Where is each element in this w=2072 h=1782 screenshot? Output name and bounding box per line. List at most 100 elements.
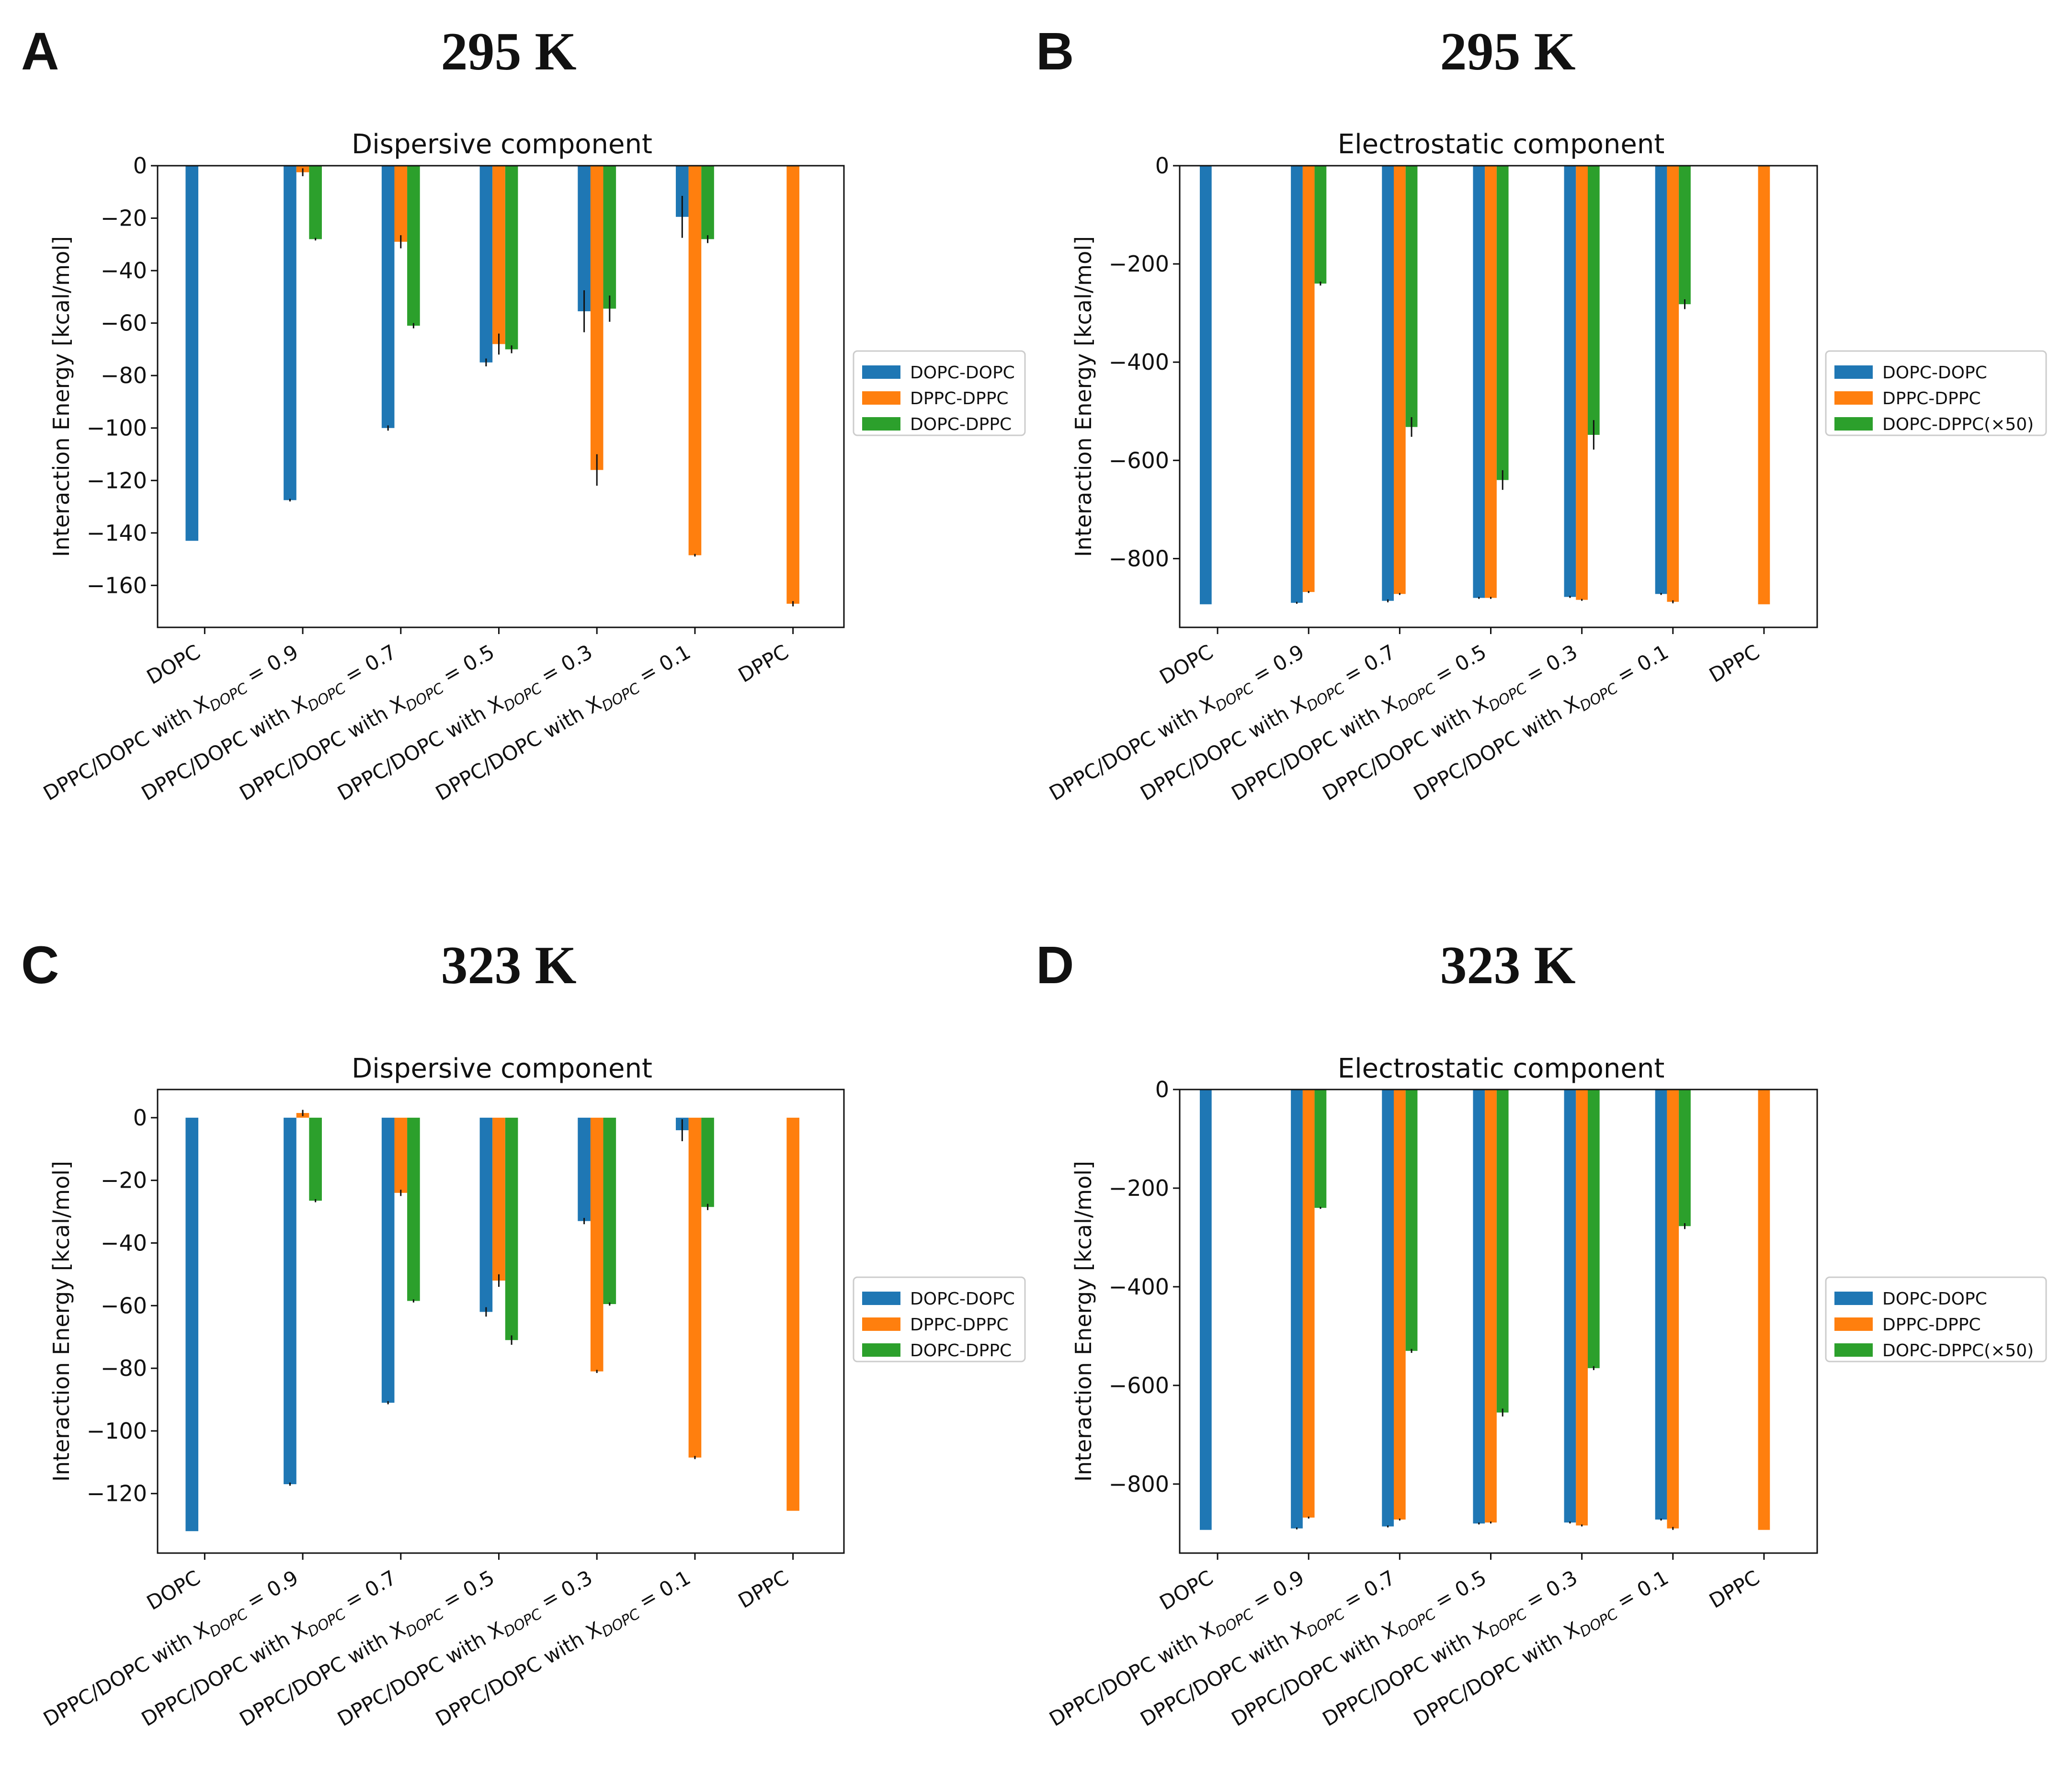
panel-a-xtick-eq: = 0.1: [629, 640, 694, 691]
panel-a-legend-label: DPPC-DPPC: [910, 389, 1009, 409]
panel-c-bar-dopc-dppc-2: [407, 1117, 420, 1301]
panel-c-bar-dppc-dppc-3: [492, 1117, 505, 1281]
panel-b-bar-dopc-dopc-0: [1199, 166, 1212, 604]
panel-c-ytick-label: −40: [101, 1230, 147, 1256]
panel-c-xtick-label: DOPC: [143, 1566, 204, 1614]
panel-a-bar-dopc-dppc-5: [701, 166, 714, 239]
panel-c-ytick-label: −100: [87, 1418, 147, 1444]
panel-c-xtick-sub: DOPC: [599, 1606, 643, 1641]
panel-c-bar-dopc-dppc-4: [603, 1117, 616, 1305]
panel-d-bar-dopc-dopc-0: [1199, 1090, 1212, 1530]
panel-d-ytick-label: −400: [1109, 1274, 1169, 1300]
panel-a: A 295 K Dispersive component 0 −20 −40 −60 −80 −…: [21, 22, 1026, 805]
panel-a-xtick-main: DOPC: [143, 640, 204, 689]
panel-d-bar-dppc-dppc-2: [1393, 1090, 1406, 1520]
panel-a-bar-dopc-dppc-1: [309, 166, 322, 239]
panel-c-legend-label: DOPC-DPPC: [910, 1341, 1012, 1361]
panel-d-xtick-sub: DOPC: [1395, 1606, 1439, 1641]
panel-c-xtick-eq: = 0.1: [629, 1566, 694, 1617]
panel-b-bar-dopc-dopc-3: [1473, 166, 1485, 598]
panel-d-xtick-main: DOPC: [1156, 1566, 1217, 1614]
panel-d-ytick-label: −600: [1109, 1373, 1169, 1398]
panel-d-xtick-eq: = 0.3: [1516, 1566, 1582, 1617]
panel-b-chart-title: Electrostatic component: [1338, 129, 1665, 160]
panel-d-ytick-label: −200: [1109, 1175, 1169, 1201]
panel-b-xtick-main: DPPC: [1705, 640, 1764, 687]
panel-c: C 323 K Dispersive component 0 −20 −40 −60 −80 −…: [21, 936, 1026, 1731]
panel-d-bar-dopc-dopc-2: [1382, 1090, 1394, 1527]
panel-d-plot-frame: [1179, 1089, 1818, 1554]
panel-b-plot-frame: [1179, 165, 1818, 628]
panel-c-bar-dppc-dppc-6: [786, 1117, 799, 1511]
panel-a-bar-dppc-dppc-6: [786, 166, 799, 604]
panel-a-bar-dppc-dppc-4: [590, 166, 603, 470]
panel-b-legend-swatch: [1834, 365, 1873, 379]
panel-c-xtick-main: DPPC/DOPC with X: [39, 1617, 213, 1731]
panel-d-ytick-label: −800: [1109, 1471, 1169, 1497]
panel-d-legend-label: DPPC-DPPC: [1882, 1315, 1981, 1335]
panel-d-ytick-label: 0: [1155, 1077, 1169, 1102]
panel-b-bar-dopc-dopc-2: [1382, 166, 1394, 601]
panel-d-bar-dopc-dopc-4: [1564, 1090, 1576, 1523]
panel-b-ylabel: Interaction Energy [kcal/mol]: [1070, 236, 1096, 557]
panel-a-legend-label: DOPC-DPPC: [910, 415, 1012, 434]
panel-c-temperature: 323 K: [441, 936, 576, 995]
panel-d-bar-dopc-dopc-3: [1473, 1090, 1485, 1524]
panel-a-bar-dopc-dppc-2: [407, 166, 420, 326]
panel-d-bar-dppc-dppc-5: [1667, 1090, 1679, 1529]
panel-a-ytick-label: −40: [101, 258, 147, 284]
panel-d-legend-swatch: [1834, 1317, 1873, 1331]
panel-b-bar-dppc-dppc-4: [1576, 166, 1588, 600]
panel-b-bar-dopc-dopc-1: [1291, 166, 1303, 603]
panel-d-xtick-main: DPPC: [1705, 1566, 1764, 1613]
panel-b-legend: [1825, 350, 2047, 436]
panel-b-xtick-label: DOPC: [1156, 640, 1217, 689]
panel-c-xtick-sub: DOPC: [403, 1606, 447, 1641]
panel-b-ytick-label: 0: [1155, 153, 1169, 179]
panel-b-ytick-label: −400: [1109, 349, 1169, 375]
panel-b-xtick-eq: = 0.3: [1516, 640, 1582, 691]
panel-b-bar-dppc-dppc-3: [1485, 166, 1497, 598]
panel-d-legend-swatch: [1834, 1343, 1873, 1357]
panel-b-bar-dppc-dppc-1: [1302, 166, 1315, 592]
panel-b-xtick-eq: = 0.5: [1425, 640, 1491, 691]
panel-b-ytick-label: −800: [1109, 545, 1169, 571]
panel-d-temperature: 323 K: [1440, 936, 1575, 995]
panel-a-bar-dopc-dopc-4: [578, 166, 591, 311]
panel-c-chart-title: Dispersive component: [352, 1053, 652, 1084]
panel-a-xtick-sub: DOPC: [305, 680, 349, 715]
panel-a-bar-dopc-dopc-3: [479, 166, 493, 363]
panel-a-plot-frame: [157, 165, 845, 628]
panel-c-legend-swatch: [862, 1317, 900, 1331]
panel-d-chart-title: Electrostatic component: [1338, 1053, 1665, 1084]
panel-d-xtick-main: DPPC/DOPC with X: [1045, 1617, 1219, 1731]
panel-b: B 295 K Electrostatic component 0 −200 −400 −6…: [1036, 22, 2047, 805]
panel-a-bar-dopc-dopc-2: [381, 166, 395, 428]
panel-d-bar-dopc-dppc-2: [1405, 1090, 1418, 1351]
panel-a-xtick-main: DPPC/DOPC with X: [39, 691, 213, 805]
panel-c-legend-swatch: [862, 1343, 900, 1357]
panel-c-ylabel: Interaction Energy [kcal/mol]: [48, 1161, 74, 1482]
panel-b-bar-dppc-dppc-5: [1667, 166, 1679, 602]
panel-d-xtick-sub: DOPC: [1304, 1606, 1348, 1641]
panel-a-bar-dopc-dppc-4: [603, 166, 616, 309]
panel-c-xtick-eq: = 0.3: [531, 1566, 596, 1617]
panel-d-bar-dopc-dppc-1: [1314, 1090, 1327, 1208]
panel-d-xtick-sub: DOPC: [1213, 1606, 1257, 1641]
panel-b-xtick-main: DOPC: [1156, 640, 1217, 689]
panel-a-xtick-main: DPPC: [734, 640, 793, 687]
panel-a-xtick-eq: = 0.3: [531, 640, 596, 691]
panel-a-legend-swatch: [862, 417, 900, 431]
panel-c-xtick-sub: DOPC: [305, 1606, 349, 1641]
panel-a-bar-dppc-dppc-5: [688, 166, 702, 556]
panel-a-ytick-label: −20: [101, 205, 147, 231]
panel-b-bar-dopc-dppc-2: [1405, 166, 1418, 427]
panel-d-legend-label: DOPC-DOPC: [1882, 1289, 1987, 1309]
panel-c-xtick-eq: = 0.5: [433, 1566, 499, 1617]
panel-d-bar-dopc-dppc-3: [1496, 1090, 1509, 1413]
panel-b-legend-swatch: [1834, 417, 1873, 431]
panel-a-legend-swatch: [862, 391, 900, 405]
panel-b-xtick-sub: DOPC: [1213, 680, 1257, 715]
panel-d-letter: D: [1036, 936, 1074, 995]
